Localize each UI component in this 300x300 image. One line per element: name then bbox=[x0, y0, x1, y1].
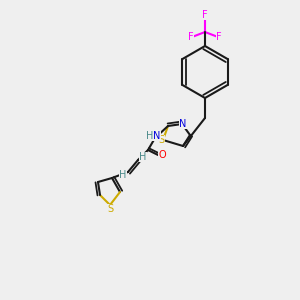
Text: N: N bbox=[153, 131, 161, 141]
Text: F: F bbox=[202, 10, 208, 20]
Text: H: H bbox=[146, 131, 154, 141]
Text: F: F bbox=[216, 32, 222, 42]
Text: S: S bbox=[158, 135, 164, 145]
Text: F: F bbox=[188, 32, 194, 42]
Text: N: N bbox=[179, 119, 187, 129]
Text: H: H bbox=[139, 152, 147, 162]
Text: S: S bbox=[107, 204, 113, 214]
Text: H: H bbox=[119, 170, 127, 180]
Text: O: O bbox=[158, 150, 166, 160]
